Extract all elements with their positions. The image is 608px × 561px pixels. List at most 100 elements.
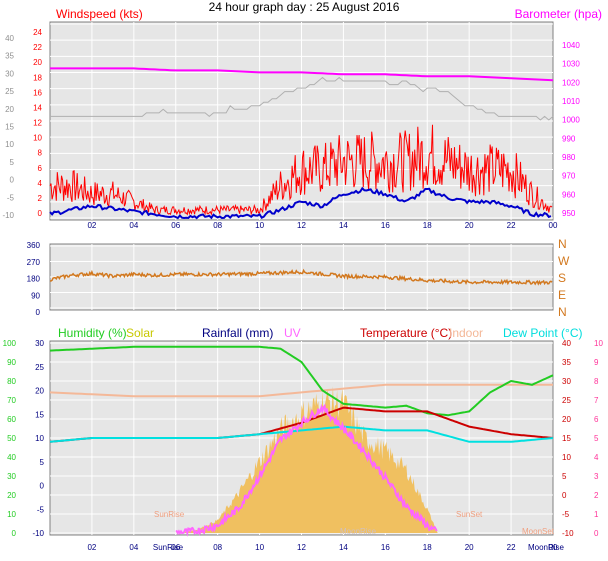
x-tick-label: 12 bbox=[297, 543, 306, 552]
axis-tick-label: 40 bbox=[7, 453, 16, 462]
x-tick-label: 14 bbox=[339, 221, 348, 230]
windspeed-line bbox=[49, 124, 553, 216]
axis-tick-label: N bbox=[558, 305, 567, 319]
direction-ticks: 360 270 180 90 0 bbox=[27, 241, 41, 317]
axis-tick-label: 80 bbox=[7, 377, 16, 386]
graph-title: 24 hour graph day : 25 August 2016 bbox=[209, 0, 400, 14]
axis-tick-label: 30 bbox=[7, 472, 16, 481]
axis-tick-label: 0 bbox=[36, 308, 41, 317]
axis-tick-label: 4 bbox=[38, 179, 43, 188]
x-tick-label: 00 bbox=[549, 221, 558, 230]
axis-tick-label: 100 bbox=[3, 339, 17, 348]
axis-tick-label: 50 bbox=[7, 434, 16, 443]
axis-tick-label: 1020 bbox=[562, 78, 580, 87]
axis-tick-label: 0 bbox=[594, 529, 599, 538]
axis-tick-label: 0 bbox=[562, 491, 567, 500]
x-tick-label: 10 bbox=[255, 543, 264, 552]
x-tick-label: 04 bbox=[129, 543, 138, 552]
axis-tick-label: 10 bbox=[5, 140, 14, 149]
x-tick-label: 08 bbox=[213, 221, 222, 230]
axis-tick-label: 20 bbox=[7, 491, 16, 500]
axis-tick-label: 30 bbox=[35, 339, 44, 348]
axis-tick-label: 24 bbox=[33, 28, 42, 37]
axis-tick-label: 1040 bbox=[562, 41, 580, 50]
axis-tick-label: 10 bbox=[35, 434, 44, 443]
axis-tick-label: 20 bbox=[562, 415, 571, 424]
axis-tick-label: 22 bbox=[33, 43, 42, 52]
axis-tick-label: 25 bbox=[562, 396, 571, 405]
barometer-axis-label: Barometer (hpa) bbox=[515, 7, 602, 21]
uv-line bbox=[175, 403, 438, 537]
axis-tick-label: -10 bbox=[32, 529, 44, 538]
axis-tick-label: -5 bbox=[562, 510, 570, 519]
barometer-ticks: 1040 1030 1020 1010 1000 990 980 970 960 950 bbox=[562, 41, 580, 218]
moonrise-label: MoonRise bbox=[340, 527, 377, 536]
axis-tick-label: 0 bbox=[10, 176, 15, 185]
humidity-line bbox=[49, 345, 554, 417]
temperature-panel: Humidity (%) Solar Rainfall (mm) UV Temp… bbox=[3, 326, 604, 552]
barometer-line bbox=[50, 67, 554, 82]
legend-dew-point: Dew Point (°C) bbox=[503, 326, 582, 340]
axis-tick-label: 30 bbox=[562, 377, 571, 386]
legend-solar: Solar bbox=[126, 326, 154, 340]
axis-tick-label: 10 bbox=[562, 453, 571, 462]
axis-tick-label: 0 bbox=[40, 482, 45, 491]
axis-tick-label: S bbox=[558, 271, 566, 285]
axis-tick-label: 5 bbox=[10, 158, 15, 167]
axis-tick-label: 950 bbox=[562, 209, 576, 218]
wind-grid bbox=[50, 22, 553, 220]
legend-humidity: Humidity (%) bbox=[58, 326, 127, 340]
wind-direction-line bbox=[49, 268, 553, 286]
x-tick-label: 10 bbox=[255, 221, 264, 230]
axis-tick-label: 35 bbox=[5, 52, 14, 61]
axis-tick-label: 90 bbox=[7, 358, 16, 367]
axis-tick-label: 25 bbox=[35, 363, 44, 372]
legend-temperature: Temperature (°C) bbox=[360, 326, 452, 340]
axis-tick-label: -5 bbox=[7, 193, 15, 202]
axis-tick-label: 0 bbox=[38, 209, 43, 218]
axis-tick-label: 8 bbox=[594, 377, 599, 386]
axis-tick-label: 18 bbox=[33, 73, 42, 82]
x-tick-label: 18 bbox=[423, 543, 432, 552]
axis-tick-label: 15 bbox=[35, 410, 44, 419]
axis-tick-label: 20 bbox=[35, 387, 44, 396]
axis-tick-label: 970 bbox=[562, 172, 576, 181]
axis-tick-label: 25 bbox=[5, 87, 14, 96]
wind-x-ticks: 02 04 06 08 10 12 14 16 18 20 22 00 bbox=[87, 221, 558, 230]
axis-tick-label: 0 bbox=[12, 529, 17, 538]
axis-tick-label: 70 bbox=[7, 396, 16, 405]
x-tick-label: 02 bbox=[87, 543, 96, 552]
x-tick-label: 22 bbox=[507, 543, 516, 552]
x-tick-label: 06 bbox=[171, 543, 180, 552]
x-tick-label: 16 bbox=[381, 221, 390, 230]
solar-area bbox=[175, 386, 438, 533]
axis-tick-label: 30 bbox=[5, 69, 14, 78]
x-tick-label: 18 bbox=[423, 221, 432, 230]
grey-scale-ticks: 40 35 30 25 20 15 10 5 0 -5 -10 bbox=[2, 34, 14, 220]
axis-tick-label: 10 bbox=[33, 134, 42, 143]
gust-history-line bbox=[50, 76, 554, 121]
axis-tick-label: 60 bbox=[7, 415, 16, 424]
axis-tick-label: -10 bbox=[562, 529, 574, 538]
axis-tick-label: 90 bbox=[31, 291, 40, 300]
legend-rainfall: Rainfall (mm) bbox=[202, 326, 273, 340]
axis-tick-label: 3 bbox=[594, 472, 599, 481]
axis-tick-label: 40 bbox=[5, 34, 14, 43]
average-wind-line bbox=[49, 186, 552, 220]
axis-tick-label: 5 bbox=[562, 472, 567, 481]
rainfall-ticks: 30 25 20 15 10 5 0 -5 -10 bbox=[32, 339, 44, 538]
axis-tick-label: E bbox=[558, 288, 566, 302]
axis-tick-label: 20 bbox=[5, 105, 14, 114]
axis-tick-label: 20 bbox=[33, 58, 42, 67]
moonset-label: MoonSet bbox=[522, 527, 555, 536]
axis-tick-label: N bbox=[558, 237, 567, 251]
x-tick-label: 04 bbox=[129, 221, 138, 230]
axis-tick-label: 40 bbox=[562, 339, 571, 348]
temperature-ticks: 40 35 30 25 20 15 10 5 0 -5 -10 bbox=[562, 339, 574, 538]
axis-tick-label: 15 bbox=[5, 123, 14, 132]
axis-tick-label: 960 bbox=[562, 190, 576, 199]
axis-tick-label: 12 bbox=[33, 119, 42, 128]
